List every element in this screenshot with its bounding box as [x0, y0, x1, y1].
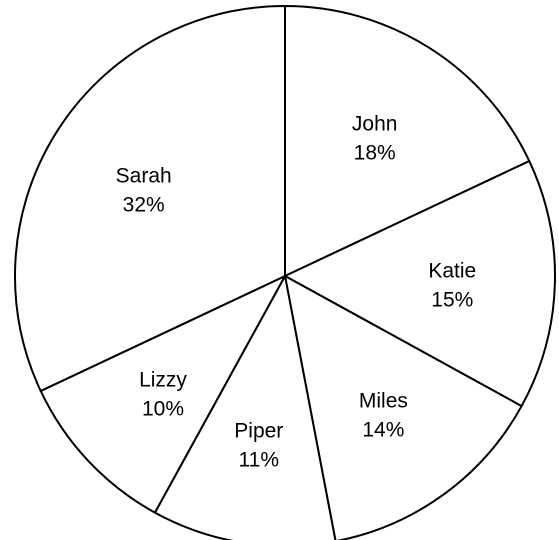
slice-percent-lizzy: 10% — [142, 398, 184, 421]
slice-percent-john: 18% — [354, 142, 396, 165]
slice-percent-piper: 11% — [239, 448, 279, 471]
pie-slice-miles — [284, 275, 523, 540]
slice-name-miles: Miles — [359, 389, 408, 412]
pie-slice-piper — [153, 275, 337, 540]
slice-name-piper: Piper — [234, 419, 283, 442]
slice-percent-miles: 14% — [362, 418, 404, 441]
pie-labels: John 18% Katie 15% Miles 14% Piper 11% Lizzy 10% S… — [116, 113, 477, 472]
pie-slice-lizzy — [39, 275, 286, 514]
slice-name-sarah: Sarah — [116, 164, 172, 187]
slice-name-john: John — [352, 113, 398, 136]
pie-slice-sarah — [14, 5, 286, 392]
pie-slices — [14, 5, 556, 540]
slice-name-lizzy: Lizzy — [139, 369, 187, 392]
pie-slice-katie — [284, 160, 556, 408]
slice-percent-katie: 15% — [431, 288, 473, 311]
slice-percent-sarah: 32% — [123, 193, 165, 216]
pie-slice-john — [284, 5, 531, 277]
slice-name-katie: Katie — [428, 259, 476, 282]
